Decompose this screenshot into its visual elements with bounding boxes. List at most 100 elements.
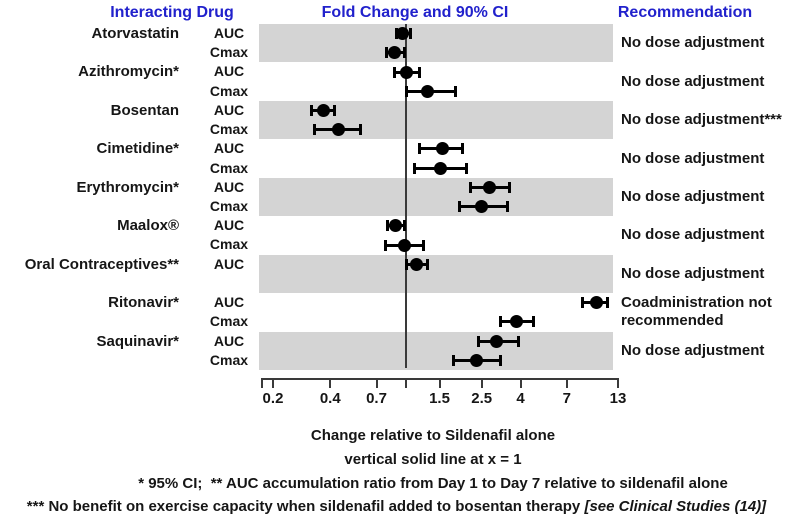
drug-group-row: Erythromycin* AUC Cmax No dose adjustment: [0, 178, 793, 216]
drug-name-label: Erythromycin*: [76, 178, 179, 196]
drug-name-label: Azithromycin*: [78, 63, 179, 81]
point-estimate-marker: [470, 353, 484, 367]
x-axis-tick-label: 4: [516, 390, 525, 407]
ci-upper-cap: [505, 201, 509, 213]
metric-label: AUC: [213, 25, 245, 41]
point-estimate-marker: [483, 180, 497, 194]
metric-label: Cmax: [209, 159, 249, 176]
point-estimate-marker: [490, 334, 504, 348]
metric-label: AUC: [213, 140, 245, 157]
point-estimate-marker: [387, 46, 401, 60]
drug-name-label: Bosentan: [110, 101, 179, 119]
drug-name-label: Saquinavir*: [96, 332, 179, 350]
drug-group-row: Bosentan AUC Cmax No dose adjustment***: [0, 101, 793, 139]
ci-lower-cap: [413, 162, 417, 174]
ci-lower-cap: [457, 201, 461, 213]
ci-lower-cap: [468, 181, 472, 193]
x-axis-tick-label: 0.4: [319, 390, 341, 407]
ci-lower-cap: [404, 258, 408, 270]
recommendation-text: No dose adjustment: [621, 149, 765, 167]
metric-label: Cmax: [209, 82, 249, 99]
ci-upper-cap: [421, 239, 425, 251]
x-axis-tick: [480, 378, 483, 388]
drug-group-row: Saquinavir* AUC Cmax No dose adjustment: [0, 332, 793, 370]
point-estimate-marker: [420, 84, 434, 98]
point-estimate-marker: [317, 103, 331, 117]
x-axis-tick-label: 1.5: [429, 390, 450, 407]
ci-upper-cap: [402, 47, 406, 59]
point-estimate-marker: [396, 27, 410, 41]
x-axis-tick: [329, 378, 332, 388]
ci-lower-cap: [385, 47, 389, 59]
metric-label: AUC: [213, 255, 245, 272]
ci-upper-cap: [499, 354, 503, 366]
drug-group-row: Maalox® AUC Cmax No dose adjustment: [0, 216, 793, 254]
footnote-bosentan-citation: [see Clinical Studies (14)]: [584, 498, 767, 515]
ci-upper-cap: [460, 143, 464, 155]
recommendation-text: No dose adjustment: [621, 72, 765, 90]
metric-label: Cmax: [209, 121, 249, 138]
ci-upper-cap: [402, 220, 406, 232]
metric-label: Cmax: [209, 44, 249, 61]
point-estimate-marker: [410, 257, 424, 271]
ci-upper-cap: [464, 162, 468, 174]
ci-upper-cap: [425, 258, 429, 270]
column-header-fold-change: Fold Change and 90% CI: [321, 4, 509, 21]
drug-group-row: Atorvastatin AUC Cmax No dose adjustment: [0, 24, 793, 62]
ci-upper-cap: [418, 66, 422, 78]
metric-label: AUC: [213, 101, 245, 118]
ci-lower-cap: [312, 124, 316, 136]
drug-name-label: Atorvastatin: [91, 25, 179, 42]
ci-lower-cap: [418, 143, 422, 155]
x-axis-tick-label: 0.7: [366, 390, 387, 407]
metric-label: AUC: [213, 178, 245, 195]
shaded-band: [259, 177, 613, 217]
drug-name-label: Cimetidine*: [96, 140, 179, 158]
recommendation-text: No dose adjustment: [621, 341, 765, 359]
point-estimate-marker: [510, 315, 524, 329]
x-axis-left-end-tick: [261, 378, 263, 388]
drug-group-row: Azithromycin* AUC Cmax No dose adjustment: [0, 62, 793, 100]
point-estimate-marker: [589, 296, 603, 310]
footnote-bosentan: *** No benefit on exercise capacity when…: [0, 498, 793, 515]
drug-group-row: Oral Contraceptives** AUC No dose adjustme…: [0, 255, 793, 293]
ci-upper-cap: [408, 28, 412, 40]
footnote-bosentan-text: *** No benefit on exercise capacity when…: [26, 498, 585, 515]
x-axis-tick: [519, 378, 522, 388]
recommendation-text: No dose adjustment: [621, 264, 765, 282]
point-estimate-marker: [400, 65, 414, 79]
x-axis-tick: [616, 378, 619, 388]
ci-lower-cap: [581, 297, 585, 309]
footnote-asterisks: * 95% CI; ** AUC accumulation ratio from…: [138, 475, 728, 492]
shaded-band: [259, 254, 613, 294]
point-estimate-marker: [475, 200, 489, 214]
x-axis-tick-label: 7: [562, 390, 571, 407]
point-estimate-marker: [435, 142, 449, 156]
point-estimate-marker: [433, 161, 447, 175]
drug-group-row: Ritonavir* AUC Cmax Coadministration not re…: [0, 293, 793, 331]
x-axis-tick: [405, 378, 407, 388]
ci-upper-cap: [332, 104, 336, 116]
ci-upper-cap: [454, 85, 458, 97]
recommendation-text: No dose adjustment***: [621, 111, 782, 129]
reference-line-note: vertical solid line at x = 1: [344, 451, 522, 468]
x-axis-tick-label: 0.2: [262, 390, 284, 407]
point-estimate-marker: [388, 219, 402, 233]
drug-name-label: Ritonavir*: [108, 294, 179, 312]
column-header-recommendation: Recommendation: [617, 4, 753, 21]
x-axis-tick: [438, 378, 441, 388]
ci-upper-cap: [359, 124, 363, 136]
shaded-band: [259, 24, 613, 63]
x-axis-tick-label: 2.5: [471, 390, 493, 407]
drug-group-row: Cimetidine* AUC Cmax No dose adjustment: [0, 139, 793, 177]
metric-label: Cmax: [209, 351, 249, 368]
point-estimate-marker: [397, 238, 411, 252]
x-axis-tick: [375, 378, 378, 388]
ci-lower-cap: [386, 220, 390, 232]
ci-upper-cap: [531, 316, 535, 328]
ci-upper-cap: [516, 335, 520, 347]
recommendation-text: Coadministration not recommended: [621, 294, 772, 330]
x-axis-tick: [271, 378, 274, 388]
drug-name-label: Oral Contraceptives**: [24, 255, 179, 273]
